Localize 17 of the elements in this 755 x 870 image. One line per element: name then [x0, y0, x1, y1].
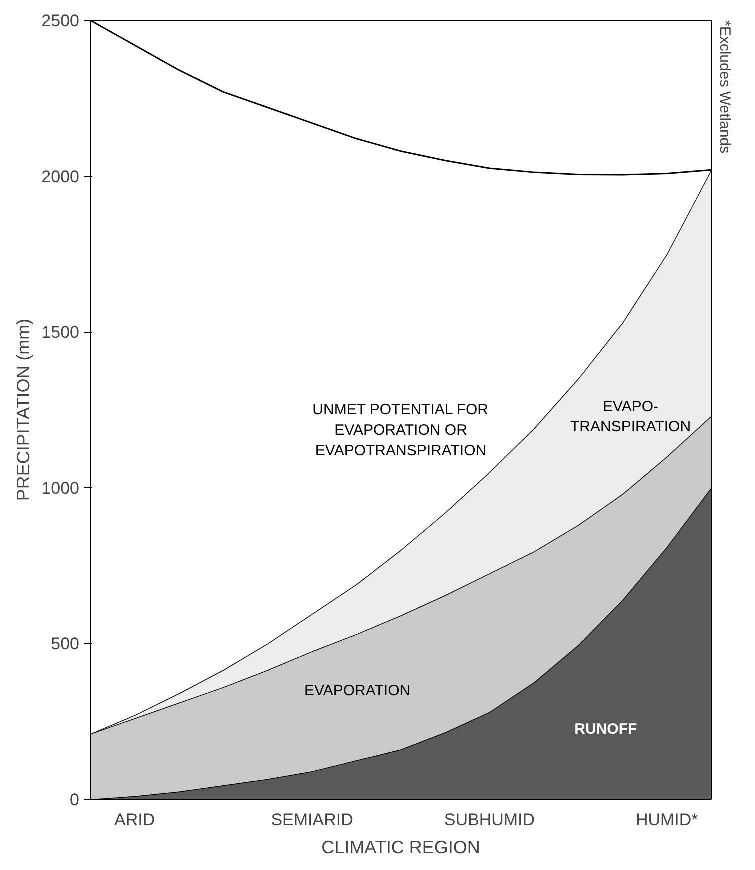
text: *Excludes Wetlands [716, 20, 734, 154]
x-tick-label: SUBHUMID [444, 810, 536, 830]
y-tick-label: 2000 [42, 167, 80, 186]
y-tick-label: 2500 [42, 12, 80, 30]
series-label: UNMET POTENTIAL FOR EVAPORATION OR EVAPOTRANSPIRATION [312, 402, 489, 460]
x-tick-label: HUMID* [636, 810, 699, 830]
x-tick-label: ARID [114, 810, 156, 830]
x-tick-label: SEMIARID [271, 810, 354, 830]
series-label: EVAPO- TRANSPIRATION [570, 398, 692, 436]
y-axis-title: PRECIPITATION (mm) [14, 318, 34, 502]
y-tick-label: 1000 [42, 478, 80, 498]
y-tick-label: 1500 [42, 323, 80, 342]
x-axis-title: CLIMATIC REGION [322, 838, 480, 858]
y-tick-label: 500 [51, 634, 80, 654]
y-tick-label: 0 [70, 790, 80, 810]
series-label: RUNOFF [574, 721, 638, 738]
series-label: EVAPORATION [304, 682, 411, 700]
